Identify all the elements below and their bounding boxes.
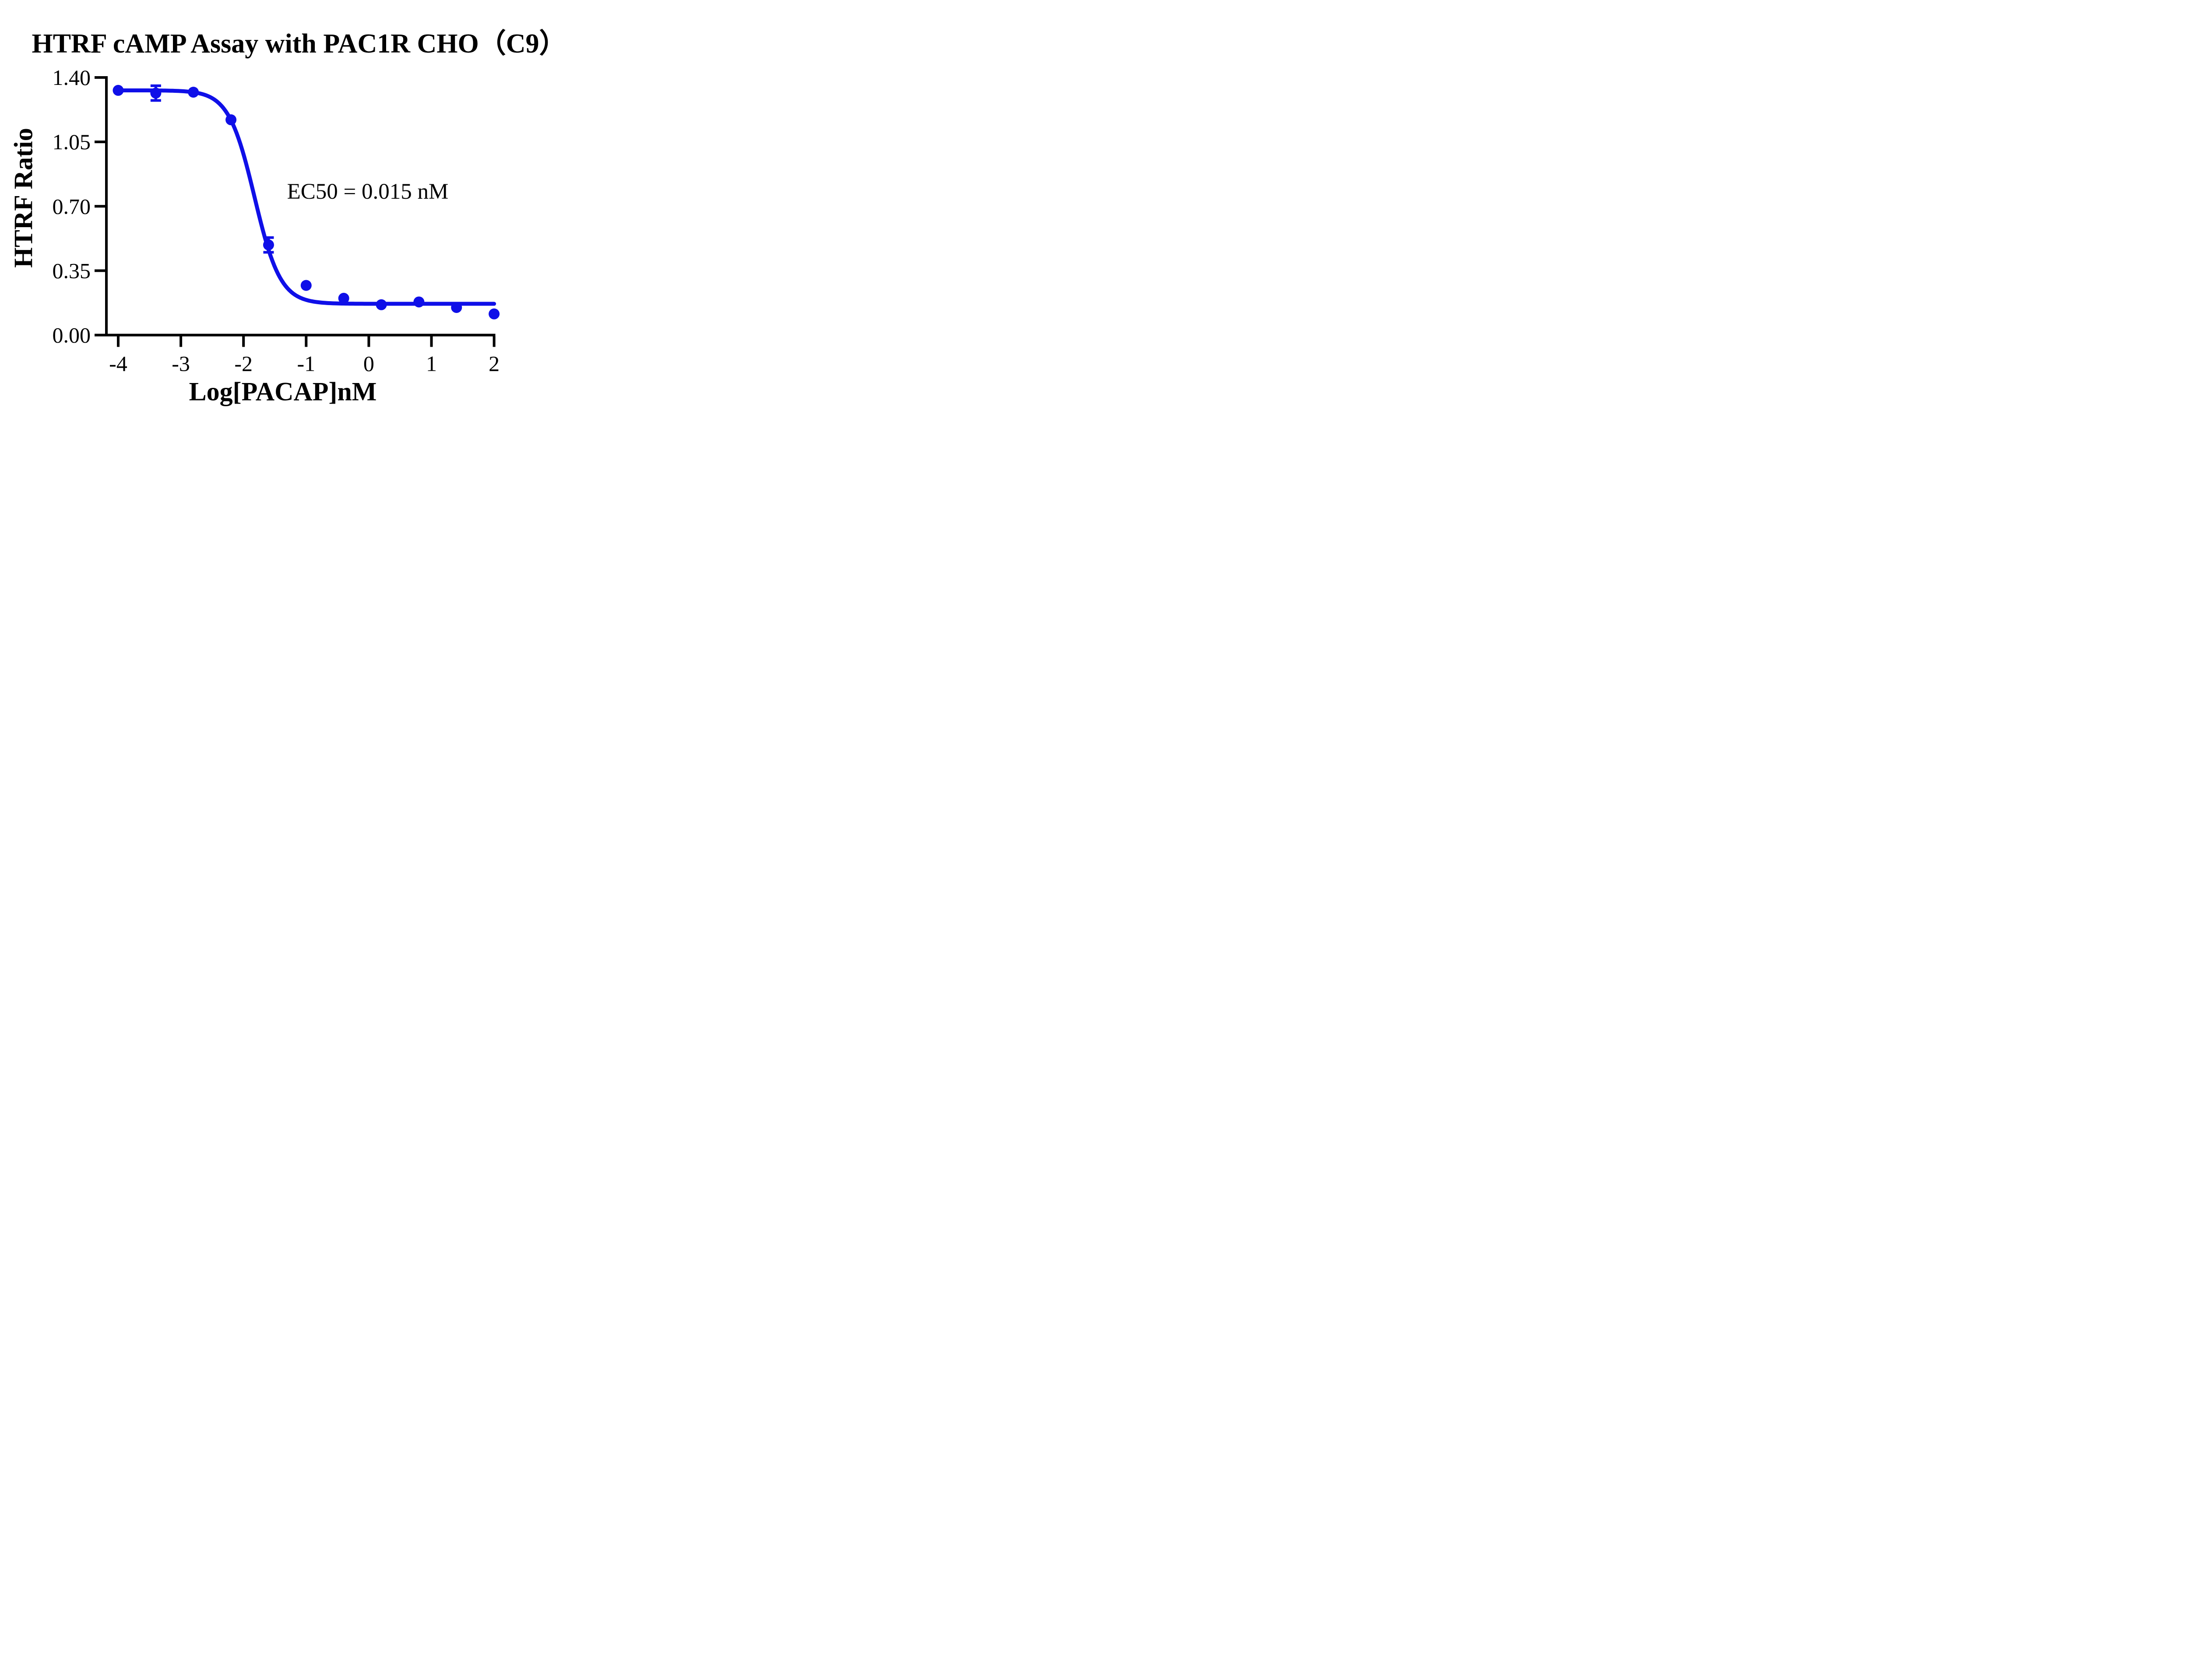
data-point: [451, 302, 462, 313]
data-point: [489, 308, 500, 320]
fit-curve: [116, 88, 496, 306]
data-point: [338, 292, 349, 304]
x-axis-title: Log[PACAP]nM: [189, 377, 377, 406]
x-tick-label-1: 1: [426, 351, 437, 376]
data-point: [150, 88, 162, 99]
data-point: [113, 84, 124, 96]
x-tick-label--4: -4: [109, 351, 127, 376]
x-tick-label--3: -3: [172, 351, 190, 376]
chart-title: HTRF cAMP Assay with PAC1R CHO（C9）: [32, 29, 567, 59]
x-tick-label--2: -2: [234, 351, 253, 376]
y-tick-label-0.35: 0.35: [53, 258, 91, 283]
x-tick-label-2: 2: [489, 351, 500, 376]
data-point: [376, 299, 387, 310]
data-point: [263, 239, 274, 251]
chart-figure: HTRF cAMP Assay with PAC1R CHO（C9） HTRF …: [0, 0, 570, 420]
data-point: [413, 296, 425, 308]
x-tick-label-0: 0: [363, 351, 374, 376]
data-point: [300, 280, 312, 291]
y-tick-label-1.05: 1.05: [53, 130, 91, 154]
data-point: [188, 87, 199, 98]
data-point: [225, 114, 237, 126]
plot-area: 0.00 0.35 0.70 1.05 1.40 -4 -3 -2 -1 0 1 2: [53, 65, 500, 376]
y-tick-label-1.40: 1.40: [53, 65, 91, 90]
ec50-annotation: EC50 = 0.015 nM: [287, 179, 449, 204]
y-tick-label-0.00: 0.00: [53, 323, 91, 348]
x-tick-label--1: -1: [297, 351, 315, 376]
y-tick-label-0.70: 0.70: [53, 194, 91, 218]
